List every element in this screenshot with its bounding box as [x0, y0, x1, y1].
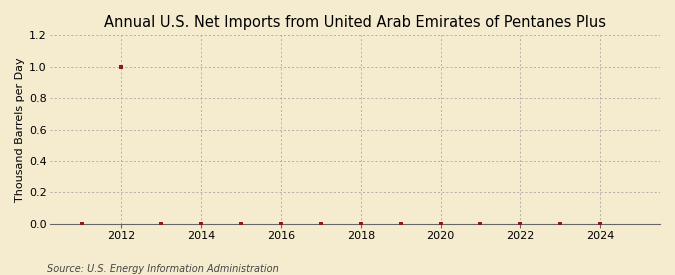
Point: [475, 222, 486, 226]
Point: [196, 222, 207, 226]
Point: [595, 222, 605, 226]
Point: [555, 222, 566, 226]
Title: Annual U.S. Net Imports from United Arab Emirates of Pentanes Plus: Annual U.S. Net Imports from United Arab…: [104, 15, 606, 30]
Point: [435, 222, 446, 226]
Point: [356, 222, 367, 226]
Point: [315, 222, 326, 226]
Point: [116, 65, 127, 69]
Point: [156, 222, 167, 226]
Point: [76, 222, 87, 226]
Point: [236, 222, 246, 226]
Point: [396, 222, 406, 226]
Text: Source: U.S. Energy Information Administration: Source: U.S. Energy Information Administ…: [47, 264, 279, 274]
Point: [275, 222, 286, 226]
Y-axis label: Thousand Barrels per Day: Thousand Barrels per Day: [15, 57, 25, 202]
Point: [515, 222, 526, 226]
